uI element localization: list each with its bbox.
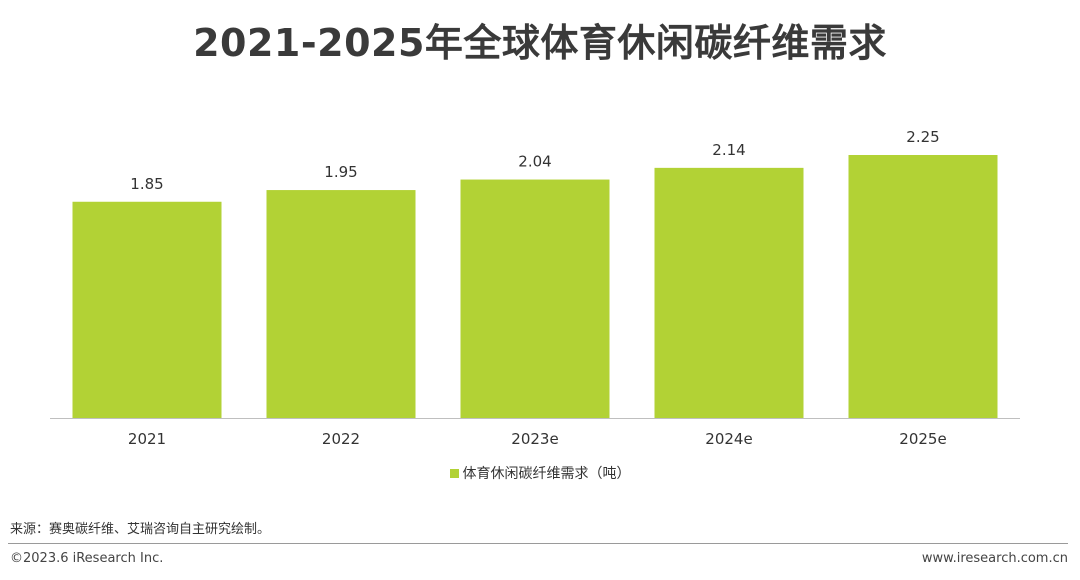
labels-group: 1.85 2021 1.95 2022 2.04 2023e 2.14 2024e 2.25 20… xyxy=(128,128,947,448)
data-label-2021: 1.85 xyxy=(130,175,163,193)
website-link[interactable]: www.iresearch.com.cn xyxy=(921,551,1068,566)
x-tick-label-2024e: 2024e xyxy=(705,430,752,448)
legend-swatch xyxy=(449,468,459,478)
data-label-2025e: 2.25 xyxy=(906,128,939,146)
legend: 体育休闲碳纤维需求（吨） xyxy=(0,463,1080,483)
bars-group xyxy=(72,155,998,418)
bar-chart: 1.85 2021 1.95 2022 2.04 2023e 2.14 2024e 2.25 20… xyxy=(50,128,1020,448)
x-tick-label-2021: 2021 xyxy=(128,430,166,448)
bar-2021 xyxy=(72,201,222,418)
copyright-text: ©2023.6 iResearch Inc. xyxy=(10,551,164,566)
data-label-2024e: 2.14 xyxy=(712,141,745,159)
bar-2024e xyxy=(654,167,804,418)
data-label-2023e: 2.04 xyxy=(518,153,551,171)
bar-2025e xyxy=(848,155,998,418)
source-note: 来源：赛奥碳纤维、艾瑞咨询自主研究绘制。 xyxy=(10,522,271,537)
x-tick-label-2022: 2022 xyxy=(322,430,360,448)
x-tick-label-2025e: 2025e xyxy=(899,430,946,448)
data-label-2022: 1.95 xyxy=(324,163,357,181)
x-tick-label-2023e: 2023e xyxy=(511,430,558,448)
footer-divider xyxy=(8,543,1068,544)
bar-2023e xyxy=(460,179,610,418)
bar-2022 xyxy=(266,190,416,418)
chart-title: 2021-2025年全球体育休闲碳纤维需求 xyxy=(193,21,887,65)
legend-label: 体育休闲碳纤维需求（吨） xyxy=(462,466,631,482)
